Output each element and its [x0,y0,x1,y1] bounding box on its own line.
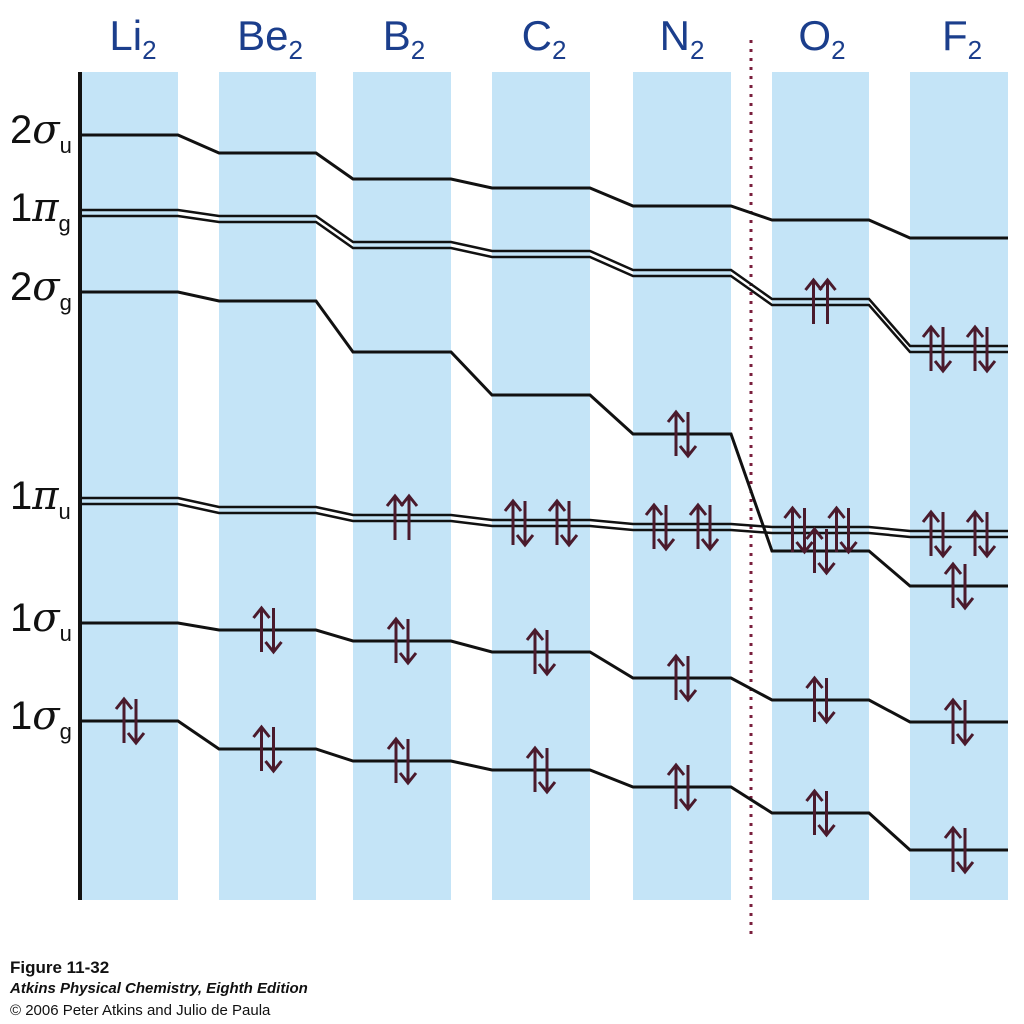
electron-spin-up-arrow [385,493,405,540]
orbital-label: 2σu [10,107,72,158]
electron-spin-up-arrow [114,696,134,743]
figure-caption-book: Atkins Physical Chemistry, Eighth Editio… [10,980,308,997]
electron-spin-up-arrow [818,277,837,324]
orbital-label: 1πu [10,473,71,524]
energy-level-line [82,719,1008,852]
molecule-column [82,72,178,900]
electron-spin-up-arrow [805,526,824,573]
energy-level-line [82,133,1008,240]
electron-spin-up-arrow [503,498,523,545]
electron-spin-up-arrow [943,825,963,872]
electron-spin-down-arrow [537,748,557,795]
electron-spin-up-arrow [804,277,823,324]
electron-spin-up-arrow [965,509,985,556]
electron-spin-up-arrow [399,493,419,540]
electron-spin-up-arrow [783,505,802,552]
orbital-label: 1σu [10,595,72,646]
molecule-label: B2 [383,12,425,65]
electron-spin-up-arrow [965,324,985,371]
electron-spin-down-arrow [977,327,997,374]
electron-spin-up-arrow [943,697,963,744]
electron-spin-up-arrow [666,653,686,700]
electron-spin-down-arrow [515,501,535,548]
electron-spin-down-arrow [955,828,975,875]
molecule-column [633,72,731,900]
molecule-label: O2 [798,12,845,65]
electron-spin-up-arrow [525,627,545,674]
electron-spin-down-arrow [678,412,698,459]
energy-level-line [82,214,1008,354]
electron-spin-up-arrow [805,675,824,722]
electron-spin-up-arrow [688,502,708,549]
electron-spin-down-arrow [656,505,676,552]
orbital-label: 1σg [10,693,72,744]
electron-spin-down-arrow [977,512,997,559]
molecule-label: C2 [522,12,567,65]
molecule-column [219,72,316,900]
molecule-column [772,72,869,900]
energy-level-line [82,496,1008,533]
electron-spin-up-arrow [252,724,271,771]
electron-spin-down-arrow [700,505,720,552]
electron-spin-up-arrow [386,616,406,663]
electron-spin-down-arrow [537,630,557,677]
energy-level-line [82,208,1008,348]
electron-spin-down-arrow [398,739,418,786]
figure-caption-copyright: © 2006 Peter Atkins and Julio de Paula [10,1002,271,1019]
electron-spin-up-arrow [252,605,271,652]
molecule-label: Be2 [237,12,303,65]
electron-spin-down-arrow [955,700,975,747]
energy-level-line [82,621,1008,724]
electron-spin-up-arrow [921,509,941,556]
energy-level-line [82,290,1008,588]
electron-spin-up-arrow [805,788,824,835]
electron-spin-down-arrow [264,727,283,774]
mo-energy-diagram: Li2 Be2 B2 C2 N2 O2 F2 2σu 1πg 2σg 1πu 1σu 1σg [10,12,1008,940]
electron-spin-down-arrow [955,564,975,611]
orbital-label: 2σg [10,264,72,315]
molecule-label: Li2 [109,12,156,65]
molecule-label: F2 [942,12,982,65]
molecule-label: N2 [660,12,705,65]
electron-spin-down-arrow [817,791,836,838]
molecule-column [910,72,1008,900]
electron-spin-up-arrow [827,505,846,552]
orbital-label: 1πg [10,185,71,236]
electron-spin-down-arrow [933,327,953,374]
electron-spin-down-arrow [398,619,418,666]
electron-spin-up-arrow [921,324,941,371]
electron-spin-down-arrow [933,512,953,559]
molecule-column [492,72,590,900]
electron-spin-down-arrow [126,699,146,746]
electron-spin-up-arrow [644,502,664,549]
electron-spin-down-arrow [817,529,836,576]
electron-spin-up-arrow [547,498,567,545]
electron-spin-down-arrow [678,656,698,703]
electron-spin-up-arrow [943,561,963,608]
electron-spin-down-arrow [678,765,698,812]
electron-spin-up-arrow [386,736,406,783]
electron-spin-down-arrow [817,678,836,725]
electron-spin-down-arrow [795,508,814,555]
electron-spin-down-arrow [559,501,579,548]
figure-caption-title: Figure 11-32 [10,958,110,977]
electron-spin-up-arrow [666,762,686,809]
electron-spin-up-arrow [666,409,686,456]
electron-spin-down-arrow [264,608,283,655]
electron-spin-up-arrow [525,745,545,792]
energy-level-line [82,502,1008,539]
electron-spin-down-arrow [839,508,858,555]
